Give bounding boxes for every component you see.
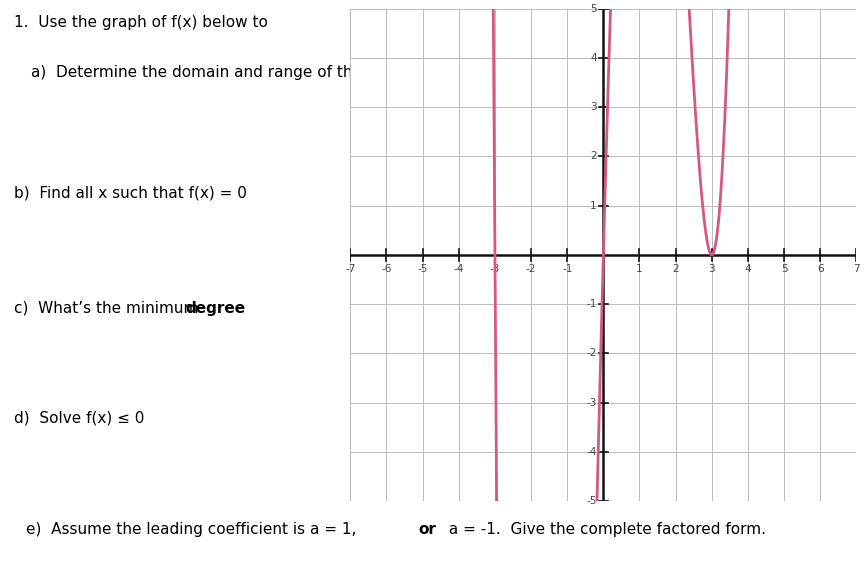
Text: -5: -5: [418, 264, 428, 274]
Text: -1: -1: [562, 264, 573, 274]
Text: 3: 3: [708, 264, 715, 274]
Text: a = -1.  Give the complete factored form.: a = -1. Give the complete factored form.: [444, 522, 766, 537]
Text: -3: -3: [586, 397, 597, 408]
Text: e)  Assume the leading coefficient is a = 1,: e) Assume the leading coefficient is a =…: [26, 522, 366, 537]
Text: 3: 3: [590, 102, 597, 112]
Text: 4: 4: [745, 264, 751, 274]
Text: b)  Find all x such that f(x) = 0: b) Find all x such that f(x) = 0: [14, 185, 247, 200]
Text: -2: -2: [586, 348, 597, 358]
Text: -7: -7: [345, 264, 356, 274]
Text: 6: 6: [817, 264, 823, 274]
Text: -5: -5: [586, 496, 597, 506]
Text: 2: 2: [590, 151, 597, 161]
Text: 4: 4: [590, 53, 597, 63]
Text: a)  Determine the domain and range of the function: a) Determine the domain and range of the…: [31, 65, 429, 80]
Text: c)  What’s the minimum: c) What’s the minimum: [14, 301, 203, 316]
Text: 7: 7: [853, 264, 860, 274]
Text: -3: -3: [490, 264, 500, 274]
Text: 5: 5: [781, 264, 787, 274]
Text: -1: -1: [586, 299, 597, 309]
Text: d)  Solve f(x) ≤ 0: d) Solve f(x) ≤ 0: [14, 411, 144, 426]
Text: or: or: [419, 522, 437, 537]
Text: 1: 1: [636, 264, 643, 274]
Text: 1.  Use the graph of f(x) below to: 1. Use the graph of f(x) below to: [14, 15, 267, 30]
Text: -4: -4: [586, 447, 597, 457]
Text: -4: -4: [453, 264, 464, 274]
Text: degree: degree: [185, 301, 246, 316]
Text: -2: -2: [526, 264, 536, 274]
Text: 1: 1: [590, 200, 597, 211]
Text: 5: 5: [590, 3, 597, 14]
Text: 2: 2: [672, 264, 679, 274]
Text: -6: -6: [381, 264, 392, 274]
